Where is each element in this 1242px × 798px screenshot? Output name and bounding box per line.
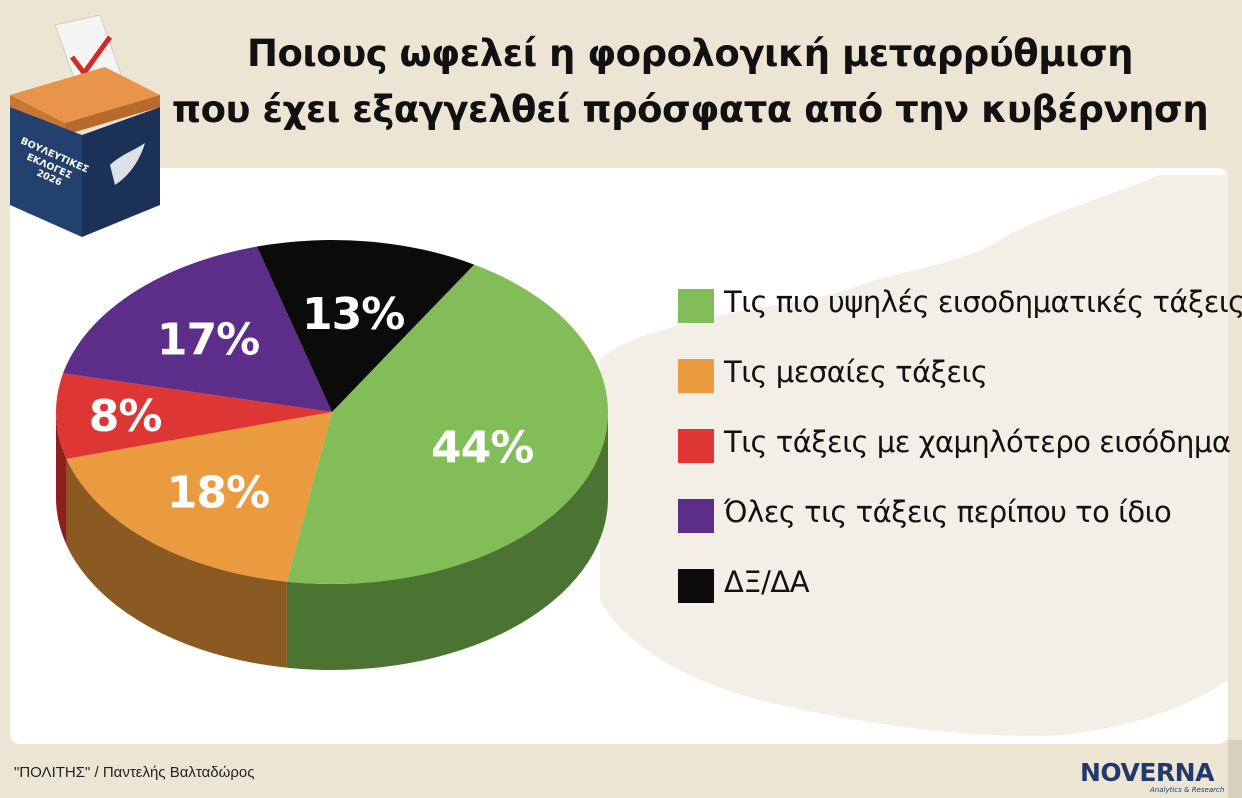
checkmark-icon bbox=[70, 35, 113, 78]
legend-swatch bbox=[678, 429, 714, 463]
legend-label: Όλες τις τάξεις περίπου το ίδιο bbox=[724, 495, 1172, 529]
chart-title-line-1: Ποιους ωφελεί η φορολογική μεταρρύθμιση bbox=[246, 32, 1134, 75]
pie-value-label: 8% bbox=[89, 391, 162, 442]
box-front bbox=[10, 107, 82, 237]
legend-label: Τις πιο υψηλές εισοδηματικές τάξεις bbox=[724, 285, 1242, 319]
pie-value-label: 17% bbox=[157, 315, 259, 366]
legend-label: Τις μεσαίες τάξεις bbox=[724, 355, 988, 389]
brand-tagline: Analytics & Research bbox=[1150, 786, 1225, 794]
legend-label: Τις τάξεις με χαμηλότερο εισόδημα bbox=[724, 425, 1231, 459]
pie-slice-side bbox=[286, 412, 608, 671]
box-top bbox=[10, 67, 160, 123]
pie-slice bbox=[63, 246, 333, 412]
pie-value-label: 13% bbox=[302, 289, 404, 340]
legend-label: ΔΞ/ΔΑ bbox=[724, 565, 810, 599]
source-credit: "ΠΟΛΙΤΗΣ" / Παντελής Βαλταδώρος bbox=[14, 764, 255, 781]
legend-swatch bbox=[678, 569, 714, 603]
legend-swatch bbox=[678, 289, 714, 323]
ballot-box-badge: ΒΟΥΛΕΥΤΙΚΕΣ ΕΚΛΟΓΕΣ 2026 bbox=[10, 14, 160, 237]
brand-logo: NOVERNA bbox=[1080, 758, 1214, 787]
legend-swatch bbox=[678, 499, 714, 533]
cyprus-map-icon bbox=[110, 143, 145, 185]
pie-slice bbox=[55, 373, 332, 459]
pie-slice-side bbox=[56, 412, 67, 545]
pie-value-label: 44% bbox=[431, 422, 533, 473]
pie-slice bbox=[256, 240, 475, 412]
pie-value-label: 18% bbox=[167, 468, 269, 519]
pie-slice bbox=[66, 412, 333, 582]
pie-slice bbox=[286, 264, 608, 585]
legend-swatch bbox=[678, 359, 714, 393]
chart-title-line-2: που έχει εξαγγελθεί πρόσφατα από την κυβ… bbox=[171, 88, 1209, 131]
pie-slice-side bbox=[66, 458, 287, 668]
map-shape bbox=[600, 175, 1228, 736]
